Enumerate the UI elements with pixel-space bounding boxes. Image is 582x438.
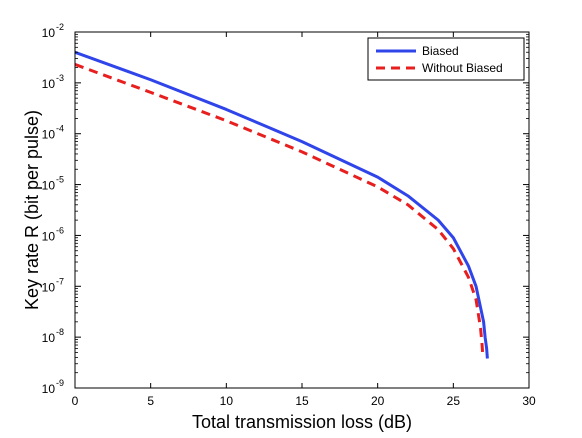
y-tick-label: 10 -2 [42, 22, 64, 40]
x-axis-label: Total transmission loss (dB) [192, 412, 412, 432]
legend-label: Biased [422, 44, 459, 58]
y-tick-base: 10 [42, 382, 56, 396]
series-line-1 [75, 50, 489, 359]
x-tick-label: 30 [522, 394, 536, 408]
y-tick-exponent: -2 [56, 22, 64, 32]
x-tick-label: 20 [371, 394, 385, 408]
y-tick-base: 10 [42, 331, 56, 345]
legend-label: Without Biased [422, 61, 503, 75]
y-tick-base: 10 [42, 77, 56, 91]
y-tick-exponent: -7 [56, 276, 64, 286]
y-tick-base: 10 [42, 179, 56, 193]
y-tick-label: 10 -3 [42, 73, 64, 91]
y-tick-exponent: -6 [56, 225, 64, 235]
y-tick-label: 10 -6 [42, 225, 64, 243]
y-tick-base: 10 [42, 26, 56, 40]
legend-item: Biased [376, 44, 459, 58]
y-tick-exponent: -3 [56, 73, 64, 83]
series-line-2 [75, 63, 485, 357]
x-tick-label: 5 [147, 394, 154, 408]
y-tick-label: 10 -4 [42, 124, 64, 142]
y-tick-exponent: -9 [56, 378, 64, 388]
y-tick-base: 10 [42, 280, 56, 294]
y-tick-exponent: -8 [56, 327, 64, 337]
y-tick-exponent: -5 [56, 175, 64, 185]
legend: Biased Without Biased [367, 37, 525, 81]
x-tick-label: 15 [295, 394, 309, 408]
y-tick-label: 10 -7 [42, 276, 64, 294]
ticks-layer: 0 5 10 15 20 25 3010-910-810-710-610-510-410-3… [42, 22, 536, 408]
x-tick-label: 0 [72, 394, 79, 408]
y-tick-label: 10 -8 [42, 327, 64, 345]
y-tick-label: 10 -9 [42, 378, 64, 396]
y-axis-label: Key rate R (bit per pulse) [22, 110, 42, 310]
y-tick-exponent: -4 [56, 124, 64, 134]
y-tick-base: 10 [42, 229, 56, 243]
x-tick-label: 25 [447, 394, 461, 408]
y-tick-base: 10 [42, 128, 56, 142]
legend-item: Without Biased [376, 61, 503, 75]
legend-box [367, 37, 525, 81]
series-layer [75, 50, 489, 359]
y-tick-label: 10 -5 [42, 175, 64, 193]
x-tick-label: 10 [220, 394, 234, 408]
